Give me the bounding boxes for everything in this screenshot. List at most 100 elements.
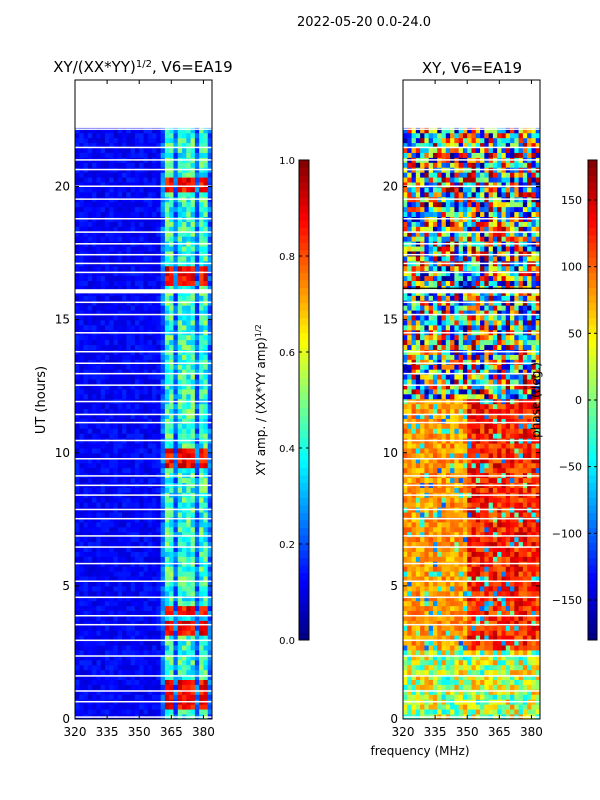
amp-heatmap-cell: [143, 275, 149, 282]
amp-heatmap-cell: [190, 177, 196, 183]
amp-heatmap-cell: [182, 275, 187, 282]
amp-heatmap-cell: [177, 418, 183, 424]
amp-heatmap-cell: [152, 275, 157, 282]
phase-heatmap-cell: [531, 709, 537, 715]
amp-heatmap-cell: [139, 354, 144, 360]
amp-heatmap-cell: [126, 576, 132, 582]
amp-heatmap-cell: [160, 654, 166, 661]
amp-heatmap-cell: [203, 182, 209, 188]
amp-heatmap-cell: [156, 654, 162, 661]
amp-heatmap-cell: [130, 600, 136, 607]
amp-heatmap-cell: [83, 654, 89, 661]
phase-heatmap-cell: [432, 620, 438, 626]
phase-heatmap-cell: [531, 571, 537, 577]
amp-heatmap-cell: [186, 654, 191, 661]
amp-heatmap-cell: [113, 280, 119, 286]
amp-heatmap-cell: [117, 694, 123, 700]
amp-heatmap-cell: [156, 428, 162, 434]
amp-heatmap-cell: [126, 172, 132, 178]
amp-heatmap-cell: [173, 423, 179, 429]
amp-heatmap-cell: [126, 324, 132, 331]
amp-heatmap-cell: [190, 615, 196, 621]
amp-heatmap-cell: [182, 704, 187, 710]
amp-heatmap-cell: [207, 433, 213, 439]
amp-heatmap-cell: [169, 127, 174, 134]
amp-heatmap-cell: [100, 709, 106, 715]
amp-heatmap-cell: [164, 147, 170, 153]
amp-heatmap-cell: [83, 201, 89, 208]
phase-heatmap-cell: [420, 704, 425, 710]
amp-heatmap-cell: [100, 640, 106, 646]
amp-heatmap-cell: [169, 664, 174, 671]
amp-heatmap-cell: [190, 147, 196, 153]
amp-heatmap-cell: [207, 531, 213, 538]
phase-heatmap-cell: [415, 595, 421, 602]
amp-heatmap-cell: [130, 369, 136, 375]
amp-heatmap-cell: [139, 546, 144, 552]
phase-heatmap-cell: [432, 669, 438, 676]
phase-heatmap-cell: [450, 659, 455, 666]
amp-heatmap-cell: [139, 177, 144, 183]
amp-heatmap-cell: [100, 487, 106, 493]
amp-heatmap-cell: [87, 393, 93, 400]
phase-heatmap-cell: [450, 630, 455, 636]
amp-heatmap-cell: [190, 172, 196, 178]
amp-heatmap-cell: [203, 364, 209, 370]
amp-heatmap-cell: [122, 270, 127, 277]
amp-heatmap-cell: [109, 679, 114, 685]
amp-heatmap-cell: [134, 334, 140, 341]
amp-colorbar-strip: [299, 280, 309, 288]
amp-heatmap-cell: [156, 364, 162, 370]
amp-heatmap-cell: [147, 541, 153, 548]
amp-heatmap-cell: [104, 152, 110, 158]
amp-heatmap-cell: [190, 369, 196, 375]
amp-heatmap-cell: [152, 255, 157, 262]
amp-heatmap-cell: [126, 674, 132, 680]
amp-heatmap-cell: [109, 669, 114, 676]
amp-heatmap-cell: [126, 595, 132, 602]
amp-colorbar-strip: [299, 550, 309, 558]
amp-heatmap-cell: [117, 630, 123, 636]
amp-heatmap-cell: [207, 172, 213, 178]
amp-heatmap-cell: [199, 709, 204, 715]
phase-heatmap-cell: [403, 674, 408, 680]
amp-heatmap-cell: [190, 620, 196, 626]
amp-heatmap-cell: [109, 551, 114, 557]
amp-heatmap-cell: [139, 674, 144, 680]
amp-heatmap-cell: [156, 551, 162, 557]
amp-heatmap-cell: [182, 674, 187, 680]
amp-heatmap-cell: [177, 191, 183, 198]
amp-heatmap-cell: [143, 502, 149, 508]
amp-gap-line: [75, 362, 212, 365]
phase-heatmap-cell: [411, 640, 417, 646]
amp-heatmap-cell: [190, 453, 196, 459]
amp-heatmap-cell: [143, 487, 149, 493]
amp-heatmap-cell: [104, 462, 110, 469]
amp-heatmap-cell: [177, 221, 183, 227]
amp-heatmap-cell: [156, 275, 162, 282]
amp-heatmap-cell: [186, 270, 191, 277]
amp-heatmap-cell: [177, 684, 183, 690]
amp-heatmap-cell: [130, 231, 136, 237]
phase-heatmap-cell: [415, 679, 421, 685]
phase-heatmap-cell: [484, 571, 490, 577]
phase-heatmap-cell: [403, 689, 408, 695]
amp-heatmap-cell: [156, 635, 162, 641]
amp-heatmap-cell: [194, 246, 200, 252]
amp-heatmap-cell: [207, 221, 213, 227]
amp-heatmap-cell: [113, 324, 119, 331]
amp-heatmap-cell: [177, 433, 183, 439]
phase-heatmap-cell: [480, 615, 485, 621]
phase-heatmap-cell: [531, 659, 537, 666]
phase-heatmap-cell: [510, 654, 515, 661]
phase-heatmap-cell: [441, 590, 447, 597]
amp-heatmap-cell: [75, 152, 80, 158]
amp-heatmap-cell: [143, 187, 149, 193]
amp-heatmap-cell: [126, 502, 132, 508]
amp-heatmap-cell: [117, 462, 123, 469]
phase-heatmap-cell: [471, 679, 477, 685]
amp-heatmap-cell: [117, 546, 123, 552]
phase-heatmap-cell: [471, 630, 477, 636]
amp-y-tick-label: 0: [62, 712, 70, 726]
amp-heatmap-cell: [203, 305, 209, 311]
